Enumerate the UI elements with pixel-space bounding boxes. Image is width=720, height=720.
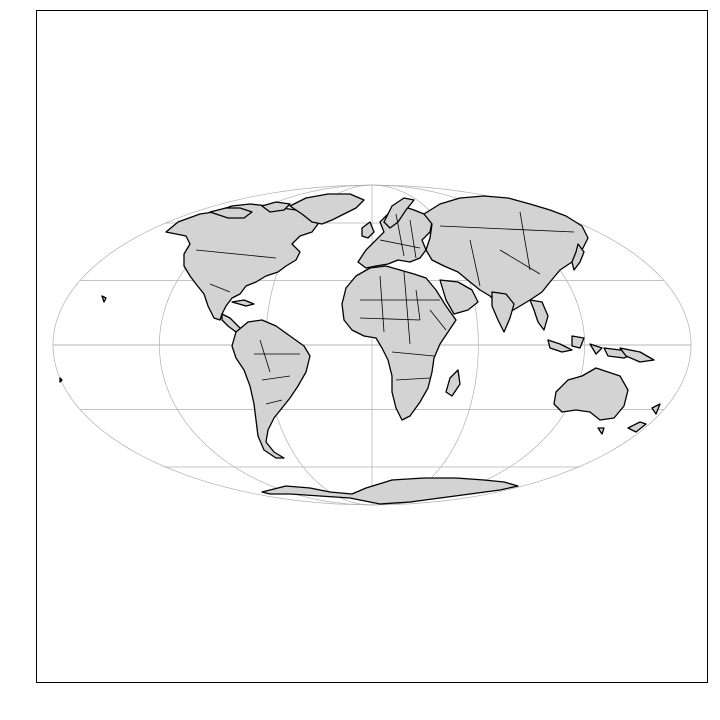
japan bbox=[571, 243, 585, 271]
madagascar bbox=[445, 369, 461, 397]
new-guinea bbox=[619, 347, 655, 363]
india bbox=[491, 291, 515, 333]
southeast-asia bbox=[529, 299, 549, 331]
hawaii-islands bbox=[101, 295, 107, 303]
south-america bbox=[231, 319, 311, 459]
new-zealand bbox=[627, 403, 661, 433]
arabian-peninsula bbox=[439, 279, 479, 315]
australia bbox=[553, 367, 629, 421]
tasmania bbox=[597, 427, 605, 435]
indonesia bbox=[547, 335, 635, 359]
arctic-islands bbox=[209, 201, 291, 219]
antarctica bbox=[261, 477, 519, 505]
cuba bbox=[231, 299, 255, 307]
country-borders bbox=[195, 211, 575, 405]
greenland bbox=[289, 193, 365, 225]
small-island-sw bbox=[59, 377, 63, 383]
scandinavia bbox=[383, 197, 415, 229]
landmasses bbox=[59, 193, 661, 505]
british-isles bbox=[361, 221, 375, 239]
africa bbox=[341, 265, 457, 421]
